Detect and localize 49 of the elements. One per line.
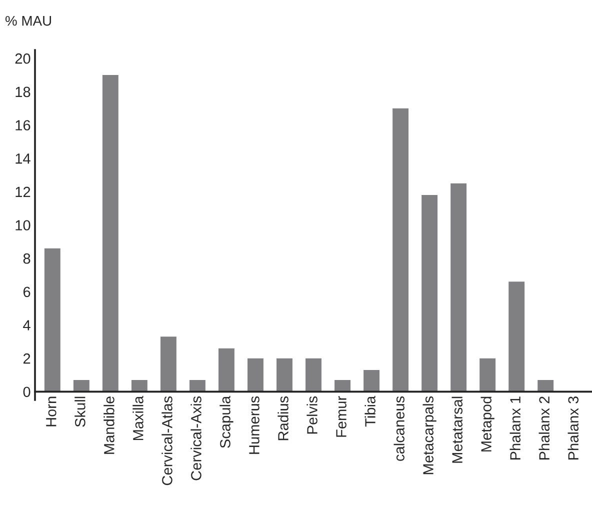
x-tick-label: Scapula (220, 396, 234, 448)
x-tick-label: calcaneus (394, 396, 404, 461)
x-tick-label: Metatarsal (452, 396, 462, 463)
x-tick-label: Cervical-Atlas (162, 396, 172, 486)
x-tick-label: Tibia (364, 396, 376, 427)
y-tick-label: 18 (16, 86, 30, 98)
y-tick-label: 6 (23, 286, 30, 298)
y-tick-label: 2 (23, 353, 30, 364)
bar (306, 358, 322, 392)
x-tick-label: Humerus (249, 396, 260, 454)
bar (450, 183, 467, 392)
x-tick-label: Metapod (480, 396, 494, 452)
y-tick-label: 0 (23, 386, 30, 398)
chart-title: % MAU (5, 16, 51, 26)
bar (392, 108, 409, 392)
x-tick-label: Pelvis (306, 396, 318, 434)
bar (160, 336, 176, 392)
x-tick-label: Phalanx 3 (568, 396, 579, 460)
bar (276, 358, 292, 392)
y-tick-label: 16 (16, 120, 30, 130)
bar (334, 380, 350, 392)
bar (248, 358, 264, 392)
bar (218, 348, 234, 392)
y-tick-label: 14 (16, 154, 30, 164)
x-tick-label: Horn (46, 396, 56, 426)
bar (364, 370, 380, 392)
y-tick-label: 8 (23, 253, 30, 264)
bar (189, 380, 206, 392)
x-tick-label: Radius (278, 396, 288, 440)
bar (538, 380, 554, 392)
bar (131, 380, 148, 392)
x-tick-label: Mandible (104, 396, 114, 454)
bar (102, 75, 118, 392)
x-tick-label: Maxilla (132, 396, 144, 440)
x-tick-label: Phalanx 2 (538, 396, 550, 460)
x-tick-label: Skull (74, 396, 86, 427)
y-tick-label: 10 (16, 220, 30, 230)
y-tick-label: 4 (23, 320, 30, 330)
x-tick-label: Metacarpals (422, 396, 436, 474)
y-tick-label: 20 (15, 53, 30, 64)
bar (44, 248, 60, 392)
x-tick-label: Femur (336, 396, 346, 437)
x-tick-label: Cervical-Axis (190, 396, 202, 480)
y-tick-label: 12 (16, 186, 30, 197)
bar (73, 380, 90, 392)
bar (508, 282, 525, 392)
x-tick-label: Phalanx 1 (510, 396, 520, 460)
bar (422, 195, 438, 392)
bar (480, 358, 496, 392)
